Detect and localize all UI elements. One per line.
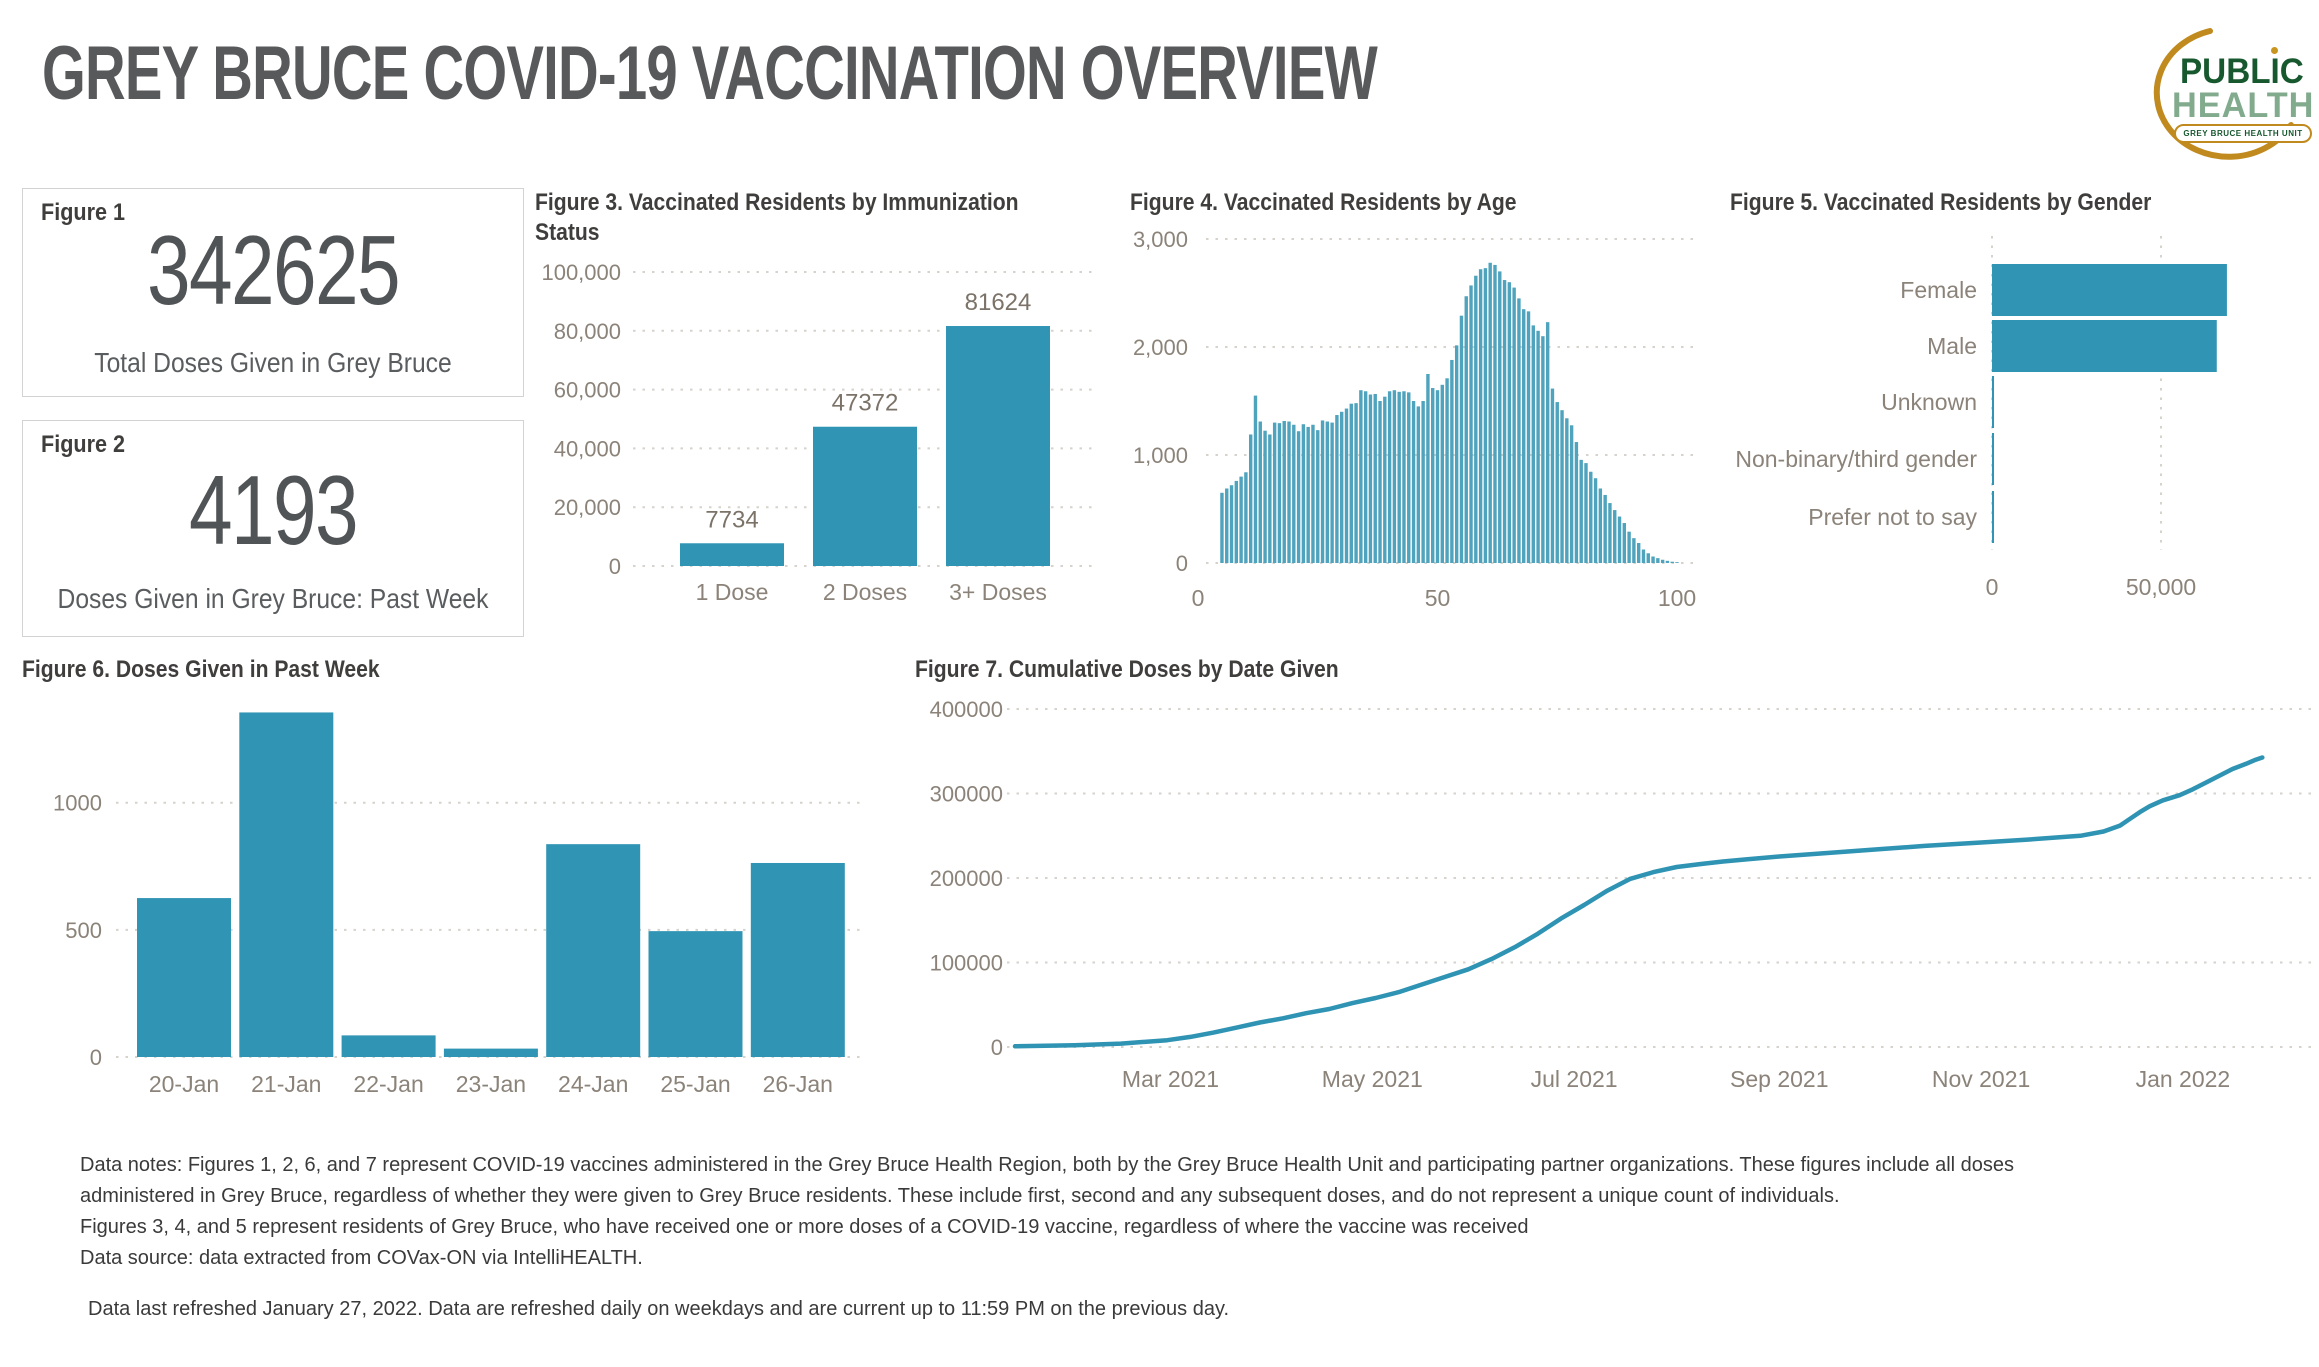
figure3-title: Figure 3. Vaccinated Residents by Immuni…	[535, 188, 1019, 248]
figure5-chart: 0 50,000 Female Male Unknown Non-binary/third…	[1735, 236, 2227, 600]
svg-text:0: 0	[609, 554, 621, 579]
svg-text:3+ Doses: 3+ Doses	[949, 579, 1047, 605]
svg-text:100000: 100000	[930, 951, 1003, 976]
svg-text:Prefer not to say: Prefer not to say	[1808, 504, 1977, 530]
svg-text:200000: 200000	[930, 866, 1003, 891]
svg-text:20,000: 20,000	[554, 495, 621, 520]
data-notes-line: administered in Grey Bruce, regardless o…	[80, 1185, 1840, 1207]
figure4-chart: 0 1,000 2,000 3,000 0 50 100	[1133, 227, 1696, 611]
figure5-title-line1: Figure 5. Vaccinated Residents by Gender	[1730, 189, 2152, 216]
svg-text:40,000: 40,000	[554, 436, 621, 461]
logo-crescent-icon	[2153, 28, 2294, 160]
data-notes-line: Data source: data extracted from COVax-O…	[80, 1247, 643, 1269]
svg-text:24-Jan: 24-Jan	[558, 1071, 628, 1097]
svg-text:81624: 81624	[965, 289, 1032, 316]
data-notes: Data notes: Figures 1, 2, 6, and 7 repre…	[80, 1150, 2014, 1274]
svg-text:100: 100	[1658, 585, 1696, 611]
figure4-title: Figure 4. Vaccinated Residents by Age	[1130, 188, 1517, 218]
figure6-panel: Figure 6. Doses Given in Past Week 0 500 1…	[22, 655, 880, 1133]
data-notes-line: Figures 3, 4, and 5 represent residents …	[80, 1216, 1529, 1238]
svg-text:Jul 2021: Jul 2021	[1531, 1066, 1618, 1092]
figure2-value: 4193	[188, 455, 359, 565]
figure2-label: Figure 2	[41, 431, 126, 458]
svg-text:7734: 7734	[705, 506, 758, 533]
figure3-panel: Figure 3. Vaccinated Residents by Immuni…	[535, 188, 1105, 650]
svg-text:23-Jan: 23-Jan	[456, 1071, 526, 1097]
svg-text:21-Jan: 21-Jan	[251, 1071, 321, 1097]
last-refreshed-note: Data last refreshed January 27, 2022. Da…	[88, 1298, 1230, 1320]
figure7-title-line1: Figure 7. Cumulative Doses by Date Given	[915, 656, 1339, 683]
svg-text:3,000: 3,000	[1133, 227, 1188, 252]
figure3-chart: 0 20,000 40,000 60,000 80,000 100,000 7734 1 Do…	[541, 260, 1097, 605]
svg-text:20-Jan: 20-Jan	[149, 1071, 219, 1097]
svg-text:Female: Female	[1900, 277, 1977, 303]
svg-text:0: 0	[1176, 551, 1188, 576]
figure5-title: Figure 5. Vaccinated Residents by Gender	[1730, 188, 2151, 218]
svg-text:May 2021: May 2021	[1322, 1066, 1423, 1092]
svg-text:500: 500	[65, 918, 102, 943]
svg-text:1 Dose: 1 Dose	[696, 579, 769, 605]
figure3-title-line2: Status	[535, 219, 600, 246]
svg-text:300000: 300000	[930, 782, 1003, 807]
figure4-panel: Figure 4. Vaccinated Residents by Age 0 1…	[1130, 188, 1710, 650]
figure2-caption: Doses Given in Grey Bruce: Past Week	[57, 583, 489, 614]
figure6-title-line1: Figure 6. Doses Given in Past Week	[22, 656, 380, 683]
figure2-card: Figure 2 4193 Doses Given in Grey Bruce:…	[22, 420, 524, 637]
svg-text:0: 0	[90, 1045, 102, 1070]
figure7-panel: Figure 7. Cumulative Doses by Date Given…	[915, 655, 2319, 1133]
figure7-title: Figure 7. Cumulative Doses by Date Given	[915, 655, 1339, 685]
svg-text:47372: 47372	[832, 390, 899, 417]
svg-text:0: 0	[1192, 585, 1205, 611]
svg-text:Male: Male	[1927, 333, 1977, 359]
svg-text:Nov 2021: Nov 2021	[1932, 1066, 2030, 1092]
figure6-title: Figure 6. Doses Given in Past Week	[22, 655, 380, 685]
svg-text:80,000: 80,000	[554, 319, 621, 344]
figure4-title-line1: Figure 4. Vaccinated Residents by Age	[1130, 189, 1517, 216]
data-notes-line: Data notes: Figures 1, 2, 6, and 7 repre…	[80, 1154, 2015, 1176]
logo-text-health: HEALTH	[2172, 86, 2315, 125]
public-health-logo: PUBLIC HEALTH GREY BRUCE HEALTH UNIT	[2140, 22, 2318, 174]
figure1-card: Figure 1 342625 Total Doses Given in Gre…	[22, 188, 524, 397]
svg-text:25-Jan: 25-Jan	[660, 1071, 730, 1097]
svg-text:50,000: 50,000	[2126, 574, 2196, 600]
svg-text:26-Jan: 26-Jan	[763, 1071, 833, 1097]
svg-text:400000: 400000	[930, 697, 1003, 722]
svg-text:60,000: 60,000	[554, 378, 621, 403]
figure6-chart: 0 500 1000 20-Jan 21-Jan 22-Jan 23-Jan 24-Jan 25…	[53, 712, 864, 1097]
svg-text:Jan 2022: Jan 2022	[2136, 1066, 2231, 1092]
svg-text:100,000: 100,000	[541, 260, 621, 285]
svg-text:0: 0	[991, 1035, 1003, 1060]
svg-text:Unknown: Unknown	[1881, 389, 1977, 415]
svg-text:50: 50	[1425, 585, 1451, 611]
logo-banner: GREY BRUCE HEALTH UNIT	[2174, 124, 2312, 143]
svg-text:Mar 2021: Mar 2021	[1122, 1066, 1219, 1092]
svg-text:Sep 2021: Sep 2021	[1730, 1066, 1828, 1092]
figure3-title-line1: Figure 3. Vaccinated Residents by Immuni…	[535, 189, 1019, 216]
svg-text:1000: 1000	[53, 791, 102, 816]
svg-text:22-Jan: 22-Jan	[353, 1071, 423, 1097]
svg-text:2 Doses: 2 Doses	[823, 579, 907, 605]
logo-text-public: PUBLIC	[2180, 52, 2304, 91]
figure5-panel: Figure 5. Vaccinated Residents by Gender…	[1730, 188, 2319, 650]
page-title: GREY BRUCE COVID-19 VACCINATION OVERVIEW	[42, 31, 1378, 116]
svg-text:1,000: 1,000	[1133, 443, 1188, 468]
logo-gold-dot-icon	[2271, 47, 2278, 54]
figure1-caption: Total Doses Given in Grey Bruce	[94, 347, 452, 378]
svg-text:0: 0	[1986, 574, 1999, 600]
svg-text:2,000: 2,000	[1133, 335, 1188, 360]
figure7-chart: 0 100000 200000 300000 400000 Mar 2021 May 202…	[930, 697, 2313, 1092]
figure1-label: Figure 1	[41, 199, 126, 226]
figure1-value: 342625	[146, 215, 401, 325]
svg-text:Non-binary/third gender: Non-binary/third gender	[1735, 446, 1977, 472]
